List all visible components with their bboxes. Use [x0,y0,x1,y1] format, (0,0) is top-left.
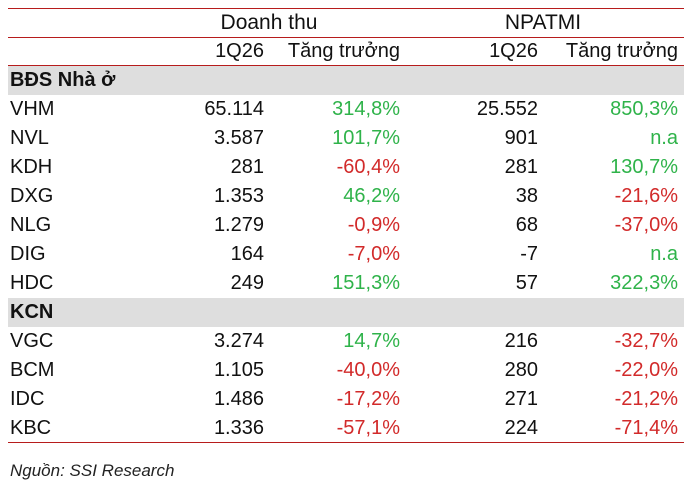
npatmi-growth-cell: 130,7% [610,156,678,178]
npatmi-growth-cell: 322,3% [610,272,678,294]
source-note: Nguồn: SSI Research [10,461,175,480]
ticker-cell: BCM [10,359,55,381]
npatmi-group-header: NPATMI [504,11,582,34]
results-table: Doanh thu NPATMI 1Q26 Tăng trưởng 1Q26 T… [8,8,684,443]
npatmi-cell: 280 [504,359,538,381]
revenue-growth-header: Tăng trưởng [287,40,400,62]
table-row: KDH 281 -60,4% 281 130,7% [8,153,684,182]
npatmi-growth-cell: -21,6% [614,185,678,207]
npatmi-cell: 271 [504,388,538,410]
revenue-cell: 1.336 [213,417,264,439]
ticker-cell: IDC [10,388,45,410]
ticker-cell: NLG [10,214,52,236]
revenue-growth-cell: -7,0% [347,243,400,265]
revenue-growth-cell: -0,9% [347,214,400,236]
revenue-growth-cell: 46,2% [343,185,400,207]
revenue-cell: 1.279 [213,214,264,236]
npatmi-cell: 901 [504,127,538,149]
table-row: DXG 1.353 46,2% 38 -21,6% [8,182,684,211]
header-column-row: 1Q26 Tăng trưởng 1Q26 Tăng trưởng [8,37,684,66]
revenue-growth-cell: -40,0% [336,359,400,381]
table-row: VHM 65.114 314,8% 25.552 850,3% [8,95,684,124]
ticker-cell: KDH [10,156,53,178]
npatmi-cell: 68 [515,214,538,236]
ticker-cell: NVL [10,127,49,149]
revenue-period-header: 1Q26 [215,40,264,62]
section-title: KCN [10,301,54,323]
revenue-cell: 3.587 [213,127,264,149]
npatmi-growth-cell: n.a [650,243,678,265]
npatmi-cell: -7 [520,243,538,265]
header-rule [8,37,684,38]
npatmi-growth-cell: -71,4% [614,417,678,439]
revenue-cell: 1.353 [213,185,264,207]
revenue-cell: 164 [230,243,264,265]
table-row: IDC 1.486 -17,2% 271 -21,2% [8,385,684,414]
npatmi-growth-cell: -32,7% [614,330,678,352]
npatmi-cell: 224 [504,417,538,439]
npatmi-growth-cell: n.a [650,127,678,149]
ticker-cell: DXG [10,185,54,207]
table-row: BCM 1.105 -40,0% 280 -22,0% [8,356,684,385]
table-row: NLG 1.279 -0,9% 68 -37,0% [8,211,684,240]
top-rule [8,8,684,9]
section-header-row: KCN [8,298,684,327]
table-row: NVL 3.587 101,7% 901 n.a [8,124,684,153]
npatmi-growth-cell: 850,3% [610,98,678,120]
npatmi-growth-cell: -22,0% [614,359,678,381]
revenue-cell: 65.114 [204,98,264,120]
npatmi-cell: 281 [504,156,538,178]
revenue-cell: 1.486 [213,388,264,410]
npatmi-growth-cell: -37,0% [614,214,678,236]
revenue-growth-cell: 314,8% [332,98,400,120]
ticker-cell: HDC [10,272,54,294]
revenue-growth-cell: -60,4% [336,156,400,178]
npatmi-cell: 25.552 [476,98,538,120]
section-header-row: BĐS Nhà ở [8,66,684,95]
revenue-growth-cell: 14,7% [343,330,400,352]
revenue-group-header: Doanh thu [220,11,318,34]
ticker-cell: VHM [10,98,55,120]
ticker-cell: DIG [10,243,46,265]
bottom-rule [8,442,684,443]
table-row: DIG 164 -7,0% -7 n.a [8,240,684,269]
ticker-cell: VGC [10,330,54,352]
npatmi-cell: 57 [515,272,538,294]
table-row: VGC 3.274 14,7% 216 -32,7% [8,327,684,356]
table-row: HDC 249 151,3% 57 322,3% [8,269,684,298]
npatmi-cell: 216 [504,330,538,352]
section-title: BĐS Nhà ở [10,69,116,91]
npatmi-period-header: 1Q26 [489,40,538,62]
header-bottom-rule [8,65,684,66]
revenue-cell: 1.105 [213,359,264,381]
header-group-row: Doanh thu NPATMI [8,8,684,37]
npatmi-growth-cell: -21,2% [614,388,678,410]
npatmi-cell: 38 [515,185,538,207]
npatmi-growth-header: Tăng trưởng [565,40,678,62]
revenue-growth-cell: 151,3% [332,272,400,294]
table-row: KBC 1.336 -57,1% 224 -71,4% [8,414,684,443]
table-body: BĐS Nhà ở VHM 65.114 314,8% 25.552 850,3% NVL 3… [8,66,684,443]
ticker-cell: KBC [10,417,52,439]
revenue-growth-cell: -17,2% [336,388,400,410]
revenue-cell: 249 [230,272,264,294]
revenue-growth-cell: -57,1% [336,417,400,439]
revenue-growth-cell: 101,7% [332,127,400,149]
revenue-cell: 281 [230,156,264,178]
revenue-cell: 3.274 [213,330,264,352]
